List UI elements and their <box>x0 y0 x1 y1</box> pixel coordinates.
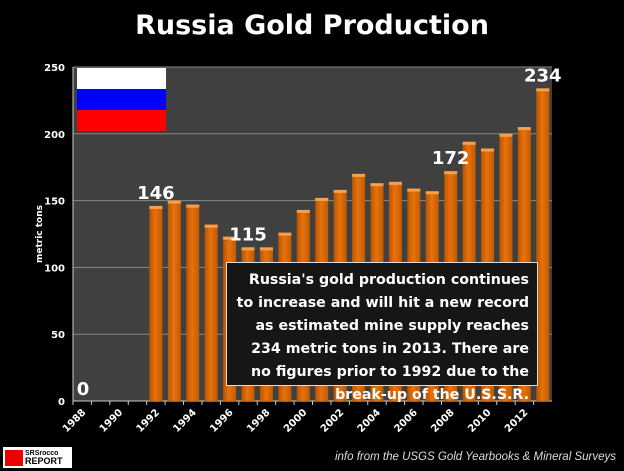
logo-line2: REPORT <box>25 455 63 466</box>
srsrocco-logo: SRSrocco REPORT <box>3 447 72 468</box>
bar-cap-2007 <box>425 191 439 195</box>
bar-cap-2008 <box>444 171 458 175</box>
bar-cap-1998 <box>259 247 273 251</box>
bar-cap-2000 <box>296 209 310 213</box>
bar-cap-2003 <box>352 173 366 177</box>
x-tick-label: 1998 <box>245 407 272 434</box>
bar-cap-2011 <box>499 133 513 137</box>
x-tick-label: 1994 <box>171 407 198 434</box>
bar-cap-1994 <box>186 204 200 208</box>
bar-cap-2009 <box>462 141 476 145</box>
x-tick-label: 2002 <box>319 407 346 434</box>
bar-1992 <box>149 205 163 401</box>
flag-stripe-white <box>77 68 166 89</box>
y-tick-label: 250 <box>44 63 65 74</box>
x-tick-label: 2012 <box>503 407 530 434</box>
flag-stripe-red <box>77 110 166 131</box>
x-tick-label: 2010 <box>466 407 493 434</box>
bar-cap-2006 <box>407 188 421 192</box>
bar-1995 <box>204 224 218 401</box>
data-label-1997: 115 <box>229 224 267 245</box>
x-tick-label: 2006 <box>392 407 419 434</box>
bar-cap-1996 <box>223 236 237 240</box>
logo-mark-icon <box>5 449 23 466</box>
x-tick-label: 1992 <box>135 407 162 434</box>
y-tick-label: 0 <box>58 397 65 408</box>
source-note: info from the USGS Gold Yearbooks & Mine… <box>334 451 616 463</box>
y-axis-label: metric tons <box>35 205 45 263</box>
flag-stripe-blue <box>77 89 166 110</box>
bar-cap-2001 <box>315 197 329 201</box>
bar-1994 <box>186 204 200 401</box>
bar-cap-1995 <box>204 224 218 228</box>
bar-cap-1992 <box>149 205 163 209</box>
x-tick-label: 1988 <box>61 407 88 434</box>
data-label-1992: 146 <box>137 183 175 204</box>
x-tick-label: 2004 <box>356 407 383 434</box>
bar-cap-2012 <box>517 127 531 131</box>
bar-cap-1993 <box>167 200 181 204</box>
y-tick-label: 100 <box>44 263 65 274</box>
x-tick-label: 2008 <box>429 407 456 434</box>
bar-cap-2005 <box>388 181 402 185</box>
bar-cap-2004 <box>370 183 384 187</box>
x-tick-label: 2000 <box>282 407 309 434</box>
x-tick-label: 1996 <box>208 407 235 434</box>
russia-flag-image <box>77 68 166 131</box>
x-tick-label: 1990 <box>98 407 125 434</box>
logo-line1: SRSrocco <box>25 449 59 457</box>
data-label-1988: 0 <box>77 379 90 400</box>
bar-1993 <box>167 200 181 401</box>
data-label-2013: 234 <box>524 65 562 86</box>
y-tick-label: 150 <box>44 197 65 208</box>
data-label-2008: 172 <box>432 148 470 169</box>
y-tick-label: 50 <box>51 330 65 341</box>
bar-2013 <box>536 88 550 401</box>
bar-cap-2013 <box>536 88 550 92</box>
bar-cap-2010 <box>481 148 495 152</box>
y-tick-label: 200 <box>44 130 65 141</box>
bar-cap-1999 <box>278 232 292 236</box>
bar-cap-1997 <box>241 247 255 251</box>
chart-title: Russia Gold Production <box>135 10 489 41</box>
bar-cap-2002 <box>333 189 347 193</box>
annotation-box: Russia's gold production continues to in… <box>226 262 538 403</box>
